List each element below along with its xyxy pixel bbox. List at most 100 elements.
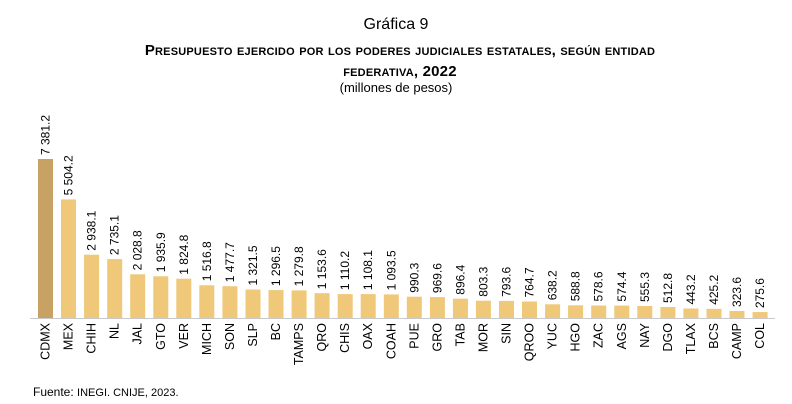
- category-label: TLAX: [684, 322, 698, 354]
- value-label: 323.6: [730, 277, 744, 307]
- value-label: 764.7: [523, 267, 537, 297]
- bar-ver: [176, 278, 192, 318]
- bar-hgo: [568, 305, 584, 318]
- chart-number: Gráfica 9: [363, 16, 429, 33]
- bar-pue: [406, 296, 422, 318]
- source-text: INEGI. CNIJE, 2023.: [77, 387, 179, 399]
- category-label: PUE: [407, 323, 421, 349]
- bar-mor: [475, 300, 491, 318]
- bar-tlax: [683, 308, 699, 318]
- value-label: 275.6: [753, 278, 767, 308]
- bar-qro: [314, 293, 330, 318]
- category-label: VER: [177, 323, 191, 349]
- value-label: 2 028.8: [131, 230, 145, 270]
- category-label: BCS: [707, 323, 721, 349]
- bar-ags: [614, 305, 630, 318]
- category-label: SON: [223, 323, 237, 350]
- bar-coah: [383, 294, 399, 318]
- bar-son: [222, 286, 238, 318]
- value-label: 638.2: [546, 270, 560, 300]
- category-label: TAMPS: [292, 323, 306, 365]
- category-label: QROO: [523, 323, 537, 361]
- bar-chis: [337, 294, 353, 318]
- category-label: DGO: [661, 323, 675, 352]
- category-label: GTO: [154, 323, 168, 350]
- bar-tamps: [291, 290, 307, 318]
- category-label: COL: [753, 323, 767, 349]
- value-label: 578.6: [592, 271, 606, 301]
- category-label: CAMP: [730, 323, 744, 359]
- bar-mich: [199, 285, 215, 318]
- source-note: Fuente: INEGI. CNIJE, 2023.: [33, 385, 179, 399]
- value-label: 803.3: [476, 266, 490, 296]
- category-label: SLP: [246, 323, 260, 347]
- chart-title-line1: Presupuesto ejercido por los poderes jud…: [144, 42, 656, 59]
- value-label: 574.4: [615, 271, 629, 301]
- category-label: MOR: [476, 323, 490, 352]
- value-label: 1 824.8: [177, 234, 191, 274]
- category-label: CDMX: [39, 322, 53, 359]
- bar-col: [752, 312, 768, 318]
- chart-units: (millones de pesos): [339, 80, 453, 95]
- bar-jal: [130, 274, 146, 318]
- category-label: MICH: [200, 323, 214, 355]
- bar-oax: [360, 294, 376, 318]
- bar-bcs: [706, 308, 722, 318]
- value-label: 1 093.5: [384, 250, 398, 290]
- bar-gto: [153, 276, 169, 318]
- category-label: TAB: [453, 323, 467, 346]
- bar-gro: [429, 297, 445, 318]
- value-label: 588.8: [569, 271, 583, 301]
- bar-nay: [637, 306, 653, 318]
- value-label: 1 296.5: [269, 246, 283, 286]
- value-label: 7 381.2: [39, 115, 53, 155]
- value-label: 1 108.1: [361, 250, 375, 290]
- category-label: OAX: [361, 322, 375, 349]
- category-label: CHIS: [338, 323, 352, 353]
- value-label: 2 735.1: [108, 215, 122, 255]
- chart-title-line2: federativa, 2022: [343, 63, 457, 80]
- category-label: NAY: [638, 322, 652, 347]
- bar-nl: [107, 259, 123, 318]
- value-label: 5 504.2: [62, 155, 76, 195]
- category-label: QRO: [315, 323, 329, 352]
- bar-mex: [61, 199, 76, 318]
- bar-cdmx: [38, 159, 53, 318]
- value-label: 1 279.8: [292, 246, 306, 286]
- value-label: 1 935.9: [154, 232, 168, 272]
- bar-qroo: [522, 301, 537, 318]
- category-label: YUC: [546, 323, 560, 349]
- value-label: 1 153.6: [315, 249, 329, 289]
- bar-chih: [84, 254, 100, 318]
- value-label: 896.4: [453, 264, 467, 294]
- value-label: 1 516.8: [200, 241, 214, 281]
- category-label: BC: [269, 323, 283, 340]
- bar-tab: [452, 298, 468, 318]
- category-label: NL: [108, 323, 122, 339]
- value-label: 512.8: [661, 273, 675, 303]
- value-label: 990.3: [407, 262, 421, 292]
- category-label: CHIH: [85, 323, 99, 354]
- value-label: 1 477.7: [223, 242, 237, 282]
- category-label: GRO: [430, 323, 444, 352]
- category-label: SIN: [500, 323, 514, 344]
- category-label: HGO: [569, 323, 583, 352]
- bar-sin: [499, 300, 514, 318]
- value-label: 1 110.2: [338, 251, 352, 290]
- value-label: 555.3: [638, 272, 652, 302]
- value-label: 969.6: [430, 263, 444, 293]
- category-label: JAL: [131, 323, 145, 345]
- source-label: Fuente:: [33, 385, 74, 399]
- value-label: 425.2: [707, 274, 721, 304]
- bar-bc: [268, 290, 284, 318]
- value-label: 2 938.1: [85, 210, 99, 250]
- bar-dgo: [660, 307, 676, 318]
- category-label: AGS: [615, 323, 629, 349]
- bar-slp: [245, 289, 261, 318]
- value-label: 793.6: [500, 267, 514, 297]
- value-label: 443.2: [684, 274, 698, 304]
- value-label: 1 321.5: [246, 245, 260, 285]
- bar-zac: [591, 305, 607, 318]
- bar-yuc: [545, 304, 561, 318]
